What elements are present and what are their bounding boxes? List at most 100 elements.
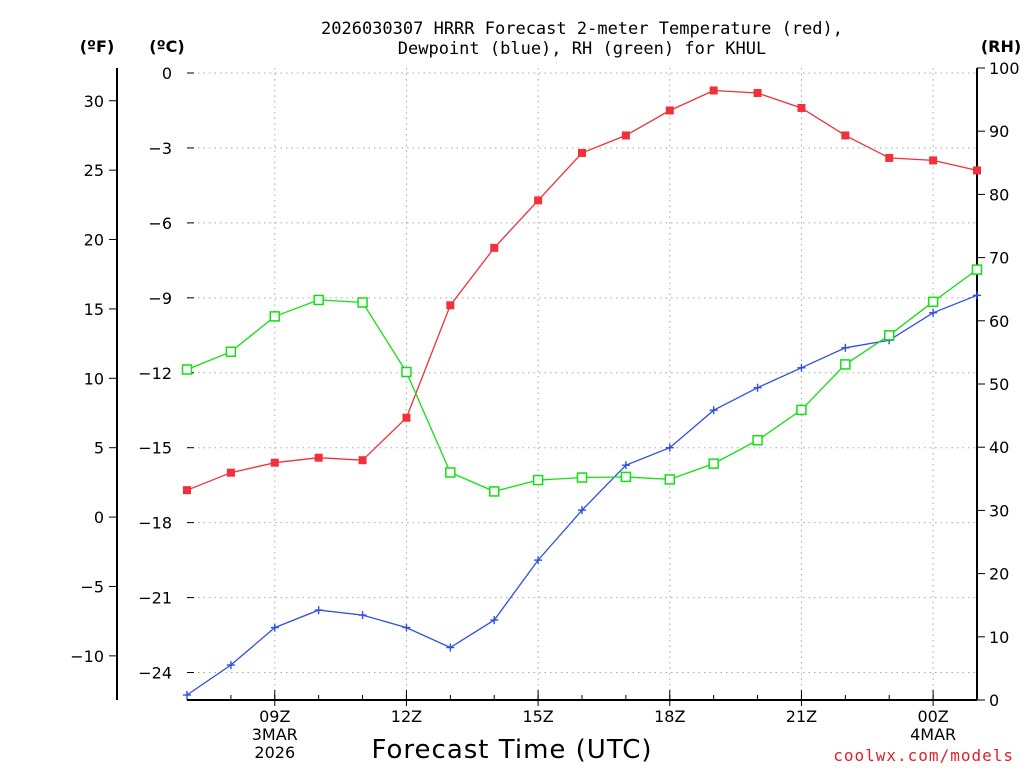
series-layer <box>181 86 983 700</box>
x-tick-label: 00Z <box>917 707 948 726</box>
data-point <box>446 301 455 310</box>
celsius-tick-label: 0 <box>162 64 172 83</box>
data-point <box>620 471 632 483</box>
data-point <box>314 606 323 615</box>
rh-tick-label: 50 <box>989 375 1009 394</box>
rh-tick-label: 100 <box>989 59 1020 78</box>
data-point <box>664 474 676 485</box>
data-point <box>927 296 939 308</box>
rh-unit-label: (RH) <box>981 37 1021 56</box>
data-point <box>665 106 674 115</box>
data-point <box>753 383 762 392</box>
rh-tick-label: 20 <box>989 565 1009 584</box>
celsius-tick-label: −15 <box>138 439 172 458</box>
celsius-tick-label: −18 <box>138 514 172 533</box>
data-point <box>183 691 191 700</box>
fahrenheit-tick-label: 30 <box>84 92 104 111</box>
grid-layer <box>187 68 977 700</box>
rh-tick-label: 60 <box>989 312 1009 331</box>
data-point <box>971 264 983 275</box>
data-point <box>841 343 850 352</box>
data-point <box>269 311 281 322</box>
celsius-tick-label: −9 <box>148 289 172 308</box>
data-point <box>841 131 850 140</box>
celsius-tick-label: −6 <box>148 214 172 233</box>
data-point <box>973 166 981 175</box>
fahrenheit-tick-label: −5 <box>80 577 104 596</box>
data-point <box>576 472 588 483</box>
data-point <box>402 413 411 422</box>
data-point <box>270 458 279 467</box>
data-point <box>796 404 807 416</box>
data-point <box>534 196 543 205</box>
data-point <box>183 486 191 495</box>
data-point <box>885 153 894 162</box>
chart-title-line2: Dewpoint (blue), RH (green) for KHUL <box>398 39 766 59</box>
x-tick-label: 4MAR <box>910 725 956 744</box>
data-point <box>534 556 543 565</box>
data-point <box>753 88 762 97</box>
x-tick-label: 09Z <box>259 707 290 726</box>
fahrenheit-tick-label: 20 <box>84 231 104 250</box>
rh-tick-label: 90 <box>989 122 1009 141</box>
data-point <box>578 506 586 515</box>
data-point <box>490 616 499 625</box>
series-2-meter-temperature <box>183 86 981 495</box>
series-rh <box>181 264 983 497</box>
rh-tick-label: 70 <box>989 249 1009 268</box>
data-point <box>445 467 456 478</box>
data-point <box>621 461 630 470</box>
data-point <box>797 103 806 112</box>
data-point <box>446 643 455 652</box>
x-tick-label: 21Z <box>786 707 817 726</box>
celsius-tick-label: −21 <box>138 589 172 608</box>
celsius-unit-label: (ºC) <box>149 37 184 56</box>
celsius-tick-label: −12 <box>138 364 172 383</box>
data-point <box>488 486 500 497</box>
data-point <box>226 661 235 670</box>
fahrenheit-tick-label: 0 <box>94 508 104 527</box>
data-point <box>709 406 718 415</box>
data-point <box>358 456 367 465</box>
x-tick-label: 12Z <box>391 707 422 726</box>
data-point <box>883 330 895 341</box>
data-point <box>490 243 499 252</box>
fahrenheit-tick-label: 15 <box>84 300 104 319</box>
fahrenheit-unit-label: (ºF) <box>80 37 115 56</box>
fahrenheit-tick-label: 10 <box>84 369 104 388</box>
data-point <box>181 364 193 375</box>
data-point <box>226 468 235 477</box>
data-point <box>665 443 674 452</box>
credit-text: coolwx.com/models <box>833 746 1014 765</box>
rh-tick-label: 10 <box>989 628 1009 647</box>
x-tick-label: 3MAR <box>252 725 298 744</box>
fahrenheit-tick-label: −10 <box>70 647 104 666</box>
celsius-tick-label: −24 <box>138 664 172 683</box>
data-point <box>929 156 938 165</box>
data-point <box>532 474 544 486</box>
data-point <box>578 148 586 157</box>
rh-tick-label: 0 <box>989 691 999 710</box>
data-point <box>709 86 718 95</box>
data-point <box>357 297 368 308</box>
data-point <box>752 434 763 446</box>
fahrenheit-tick-label: 5 <box>94 439 104 458</box>
data-point <box>401 366 412 378</box>
data-point <box>621 131 630 140</box>
data-point <box>313 294 324 306</box>
celsius-tick-label: −3 <box>148 139 172 158</box>
axes-layer: 0−3−6−9−12−15−18−21−24302520151050−5−100… <box>70 59 1019 762</box>
data-point <box>225 346 237 358</box>
chart-title-line1: 2026030307 HRRR Forecast 2-meter Tempera… <box>321 19 843 39</box>
data-point <box>929 308 938 317</box>
x-tick-label: 15Z <box>522 707 553 726</box>
series-line-rh <box>186 269 978 493</box>
fahrenheit-tick-label: 25 <box>84 161 104 180</box>
x-tick-label: 2026 <box>254 743 295 762</box>
data-point <box>358 611 367 620</box>
data-point <box>708 458 719 469</box>
data-point <box>402 623 411 632</box>
rh-tick-label: 40 <box>989 438 1009 457</box>
